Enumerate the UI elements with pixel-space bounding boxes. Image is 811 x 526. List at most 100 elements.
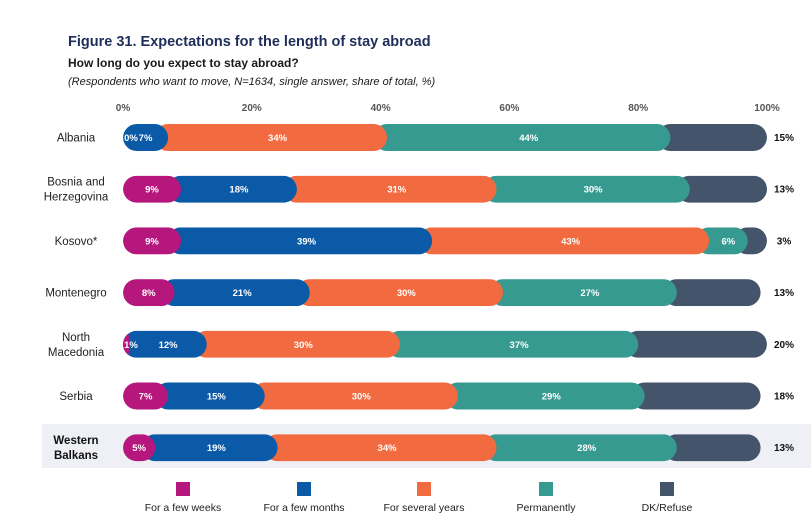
- data-label: 39%: [297, 236, 317, 247]
- data-label: 44%: [519, 133, 539, 144]
- data-label: 9%: [145, 236, 159, 247]
- bar-segment: [676, 175, 767, 203]
- data-label: 13%: [774, 185, 794, 196]
- bar-row: [123, 124, 767, 151]
- data-label: 6%: [721, 236, 735, 247]
- bar-segment: [373, 124, 671, 151]
- legend-swatch: [660, 482, 674, 496]
- bar-row: [123, 175, 767, 203]
- category-label: Serbia: [59, 391, 93, 403]
- legend-label: DK/Refuse: [642, 502, 693, 514]
- data-label: 0%: [124, 133, 138, 144]
- x-tick-label: 20%: [242, 103, 262, 114]
- data-label: 30%: [397, 288, 417, 299]
- data-label: 20%: [774, 340, 794, 351]
- legend-label: For a few weeks: [145, 502, 221, 514]
- data-label: 30%: [352, 392, 372, 403]
- bar-segment: [418, 227, 710, 255]
- bar-row: [123, 330, 767, 358]
- legend-label: For several years: [383, 502, 464, 514]
- bar-segment: [296, 279, 503, 307]
- bar-segment: [483, 175, 690, 203]
- bar-segment: [663, 434, 761, 462]
- data-label: 30%: [294, 340, 314, 351]
- bar-segment: [154, 124, 388, 151]
- bar-segment: [123, 382, 169, 410]
- data-label: 30%: [584, 185, 604, 196]
- bar-segment: [624, 330, 767, 358]
- x-tick-label: 80%: [628, 103, 648, 114]
- data-label: 12%: [159, 340, 179, 351]
- bar-segment: [123, 330, 207, 358]
- data-label: 28%: [577, 443, 597, 454]
- bar-segment: [695, 227, 748, 255]
- category-label: Western Balkans: [53, 435, 98, 462]
- x-axis: 0% 20% 40% 60% 80% 100%: [116, 103, 780, 114]
- category-label: Kosovo*: [55, 236, 98, 248]
- data-label: 18%: [774, 392, 794, 403]
- category-label: North Macedonia: [48, 332, 105, 359]
- bar-row: [123, 434, 761, 462]
- bar-segment: [123, 124, 169, 151]
- category-label: Montenegro: [45, 288, 106, 300]
- data-label: 13%: [774, 288, 794, 299]
- data-label: 5%: [132, 443, 146, 454]
- data-label: 31%: [387, 185, 407, 196]
- bar-segment: [167, 227, 433, 255]
- bar-segment: [489, 279, 677, 307]
- bar-row: [123, 382, 761, 410]
- data-label: 8%: [142, 288, 156, 299]
- data-label: 15%: [774, 133, 794, 144]
- x-tick-label: 40%: [371, 103, 391, 114]
- data-label: 15%: [207, 392, 227, 403]
- data-label: 37%: [510, 340, 530, 351]
- legend-swatch: [417, 482, 431, 496]
- data-label: 1%: [124, 340, 138, 351]
- bar-segment: [123, 434, 156, 462]
- data-label: 3%: [777, 236, 792, 247]
- x-tick-label: 60%: [499, 103, 519, 114]
- bar-segment: [444, 382, 645, 410]
- legend-label: Permanently: [517, 502, 577, 514]
- data-label: 34%: [378, 443, 398, 454]
- bar-segment: [251, 382, 458, 410]
- data-label: 27%: [580, 288, 600, 299]
- bar-segment: [386, 330, 639, 358]
- bar-segment: [154, 382, 265, 410]
- bar-segment: [283, 175, 497, 203]
- bar-segment: [167, 175, 297, 203]
- x-tick-label: 0%: [116, 103, 131, 114]
- bar-segment: [141, 434, 278, 462]
- bar-segment: [193, 330, 400, 358]
- bar-segment: [264, 434, 497, 462]
- legend-label: For a few months: [263, 502, 344, 514]
- bar-row: [123, 227, 767, 255]
- data-label: 43%: [561, 236, 581, 247]
- data-label: 29%: [542, 392, 562, 403]
- data-label: 34%: [268, 133, 288, 144]
- bar-segment: [123, 227, 181, 255]
- data-label: 21%: [233, 288, 253, 299]
- figure-subtitle: How long do you expect to stay abroad?: [68, 56, 299, 70]
- bar-segment: [123, 175, 181, 203]
- legend: For a few weeks For a few months For sever…: [145, 482, 693, 514]
- legend-swatch: [539, 482, 553, 496]
- x-tick-label: 100%: [754, 103, 780, 114]
- bar-row: [123, 279, 761, 307]
- bar-segment: [161, 279, 310, 307]
- bar-segment: [631, 382, 761, 410]
- figure-note: (Respondents who want to move, N=1634, s…: [68, 76, 436, 88]
- category-label: Albania: [57, 133, 96, 145]
- bar-segment: [663, 279, 761, 307]
- bar-segment: [656, 124, 767, 151]
- figure-title: Figure 31. Expectations for the length o…: [68, 34, 431, 50]
- bar-segment: [483, 434, 677, 462]
- data-label: 19%: [207, 443, 227, 454]
- legend-swatch: [176, 482, 190, 496]
- legend-swatch: [297, 482, 311, 496]
- bars: Albania 0% 7% 34% 44% 15%Bosnia and Herzegovin…: [44, 124, 794, 462]
- category-label: Bosnia and Herzegovina: [44, 177, 109, 204]
- data-label: 13%: [774, 443, 794, 454]
- bar-segment: [123, 279, 175, 307]
